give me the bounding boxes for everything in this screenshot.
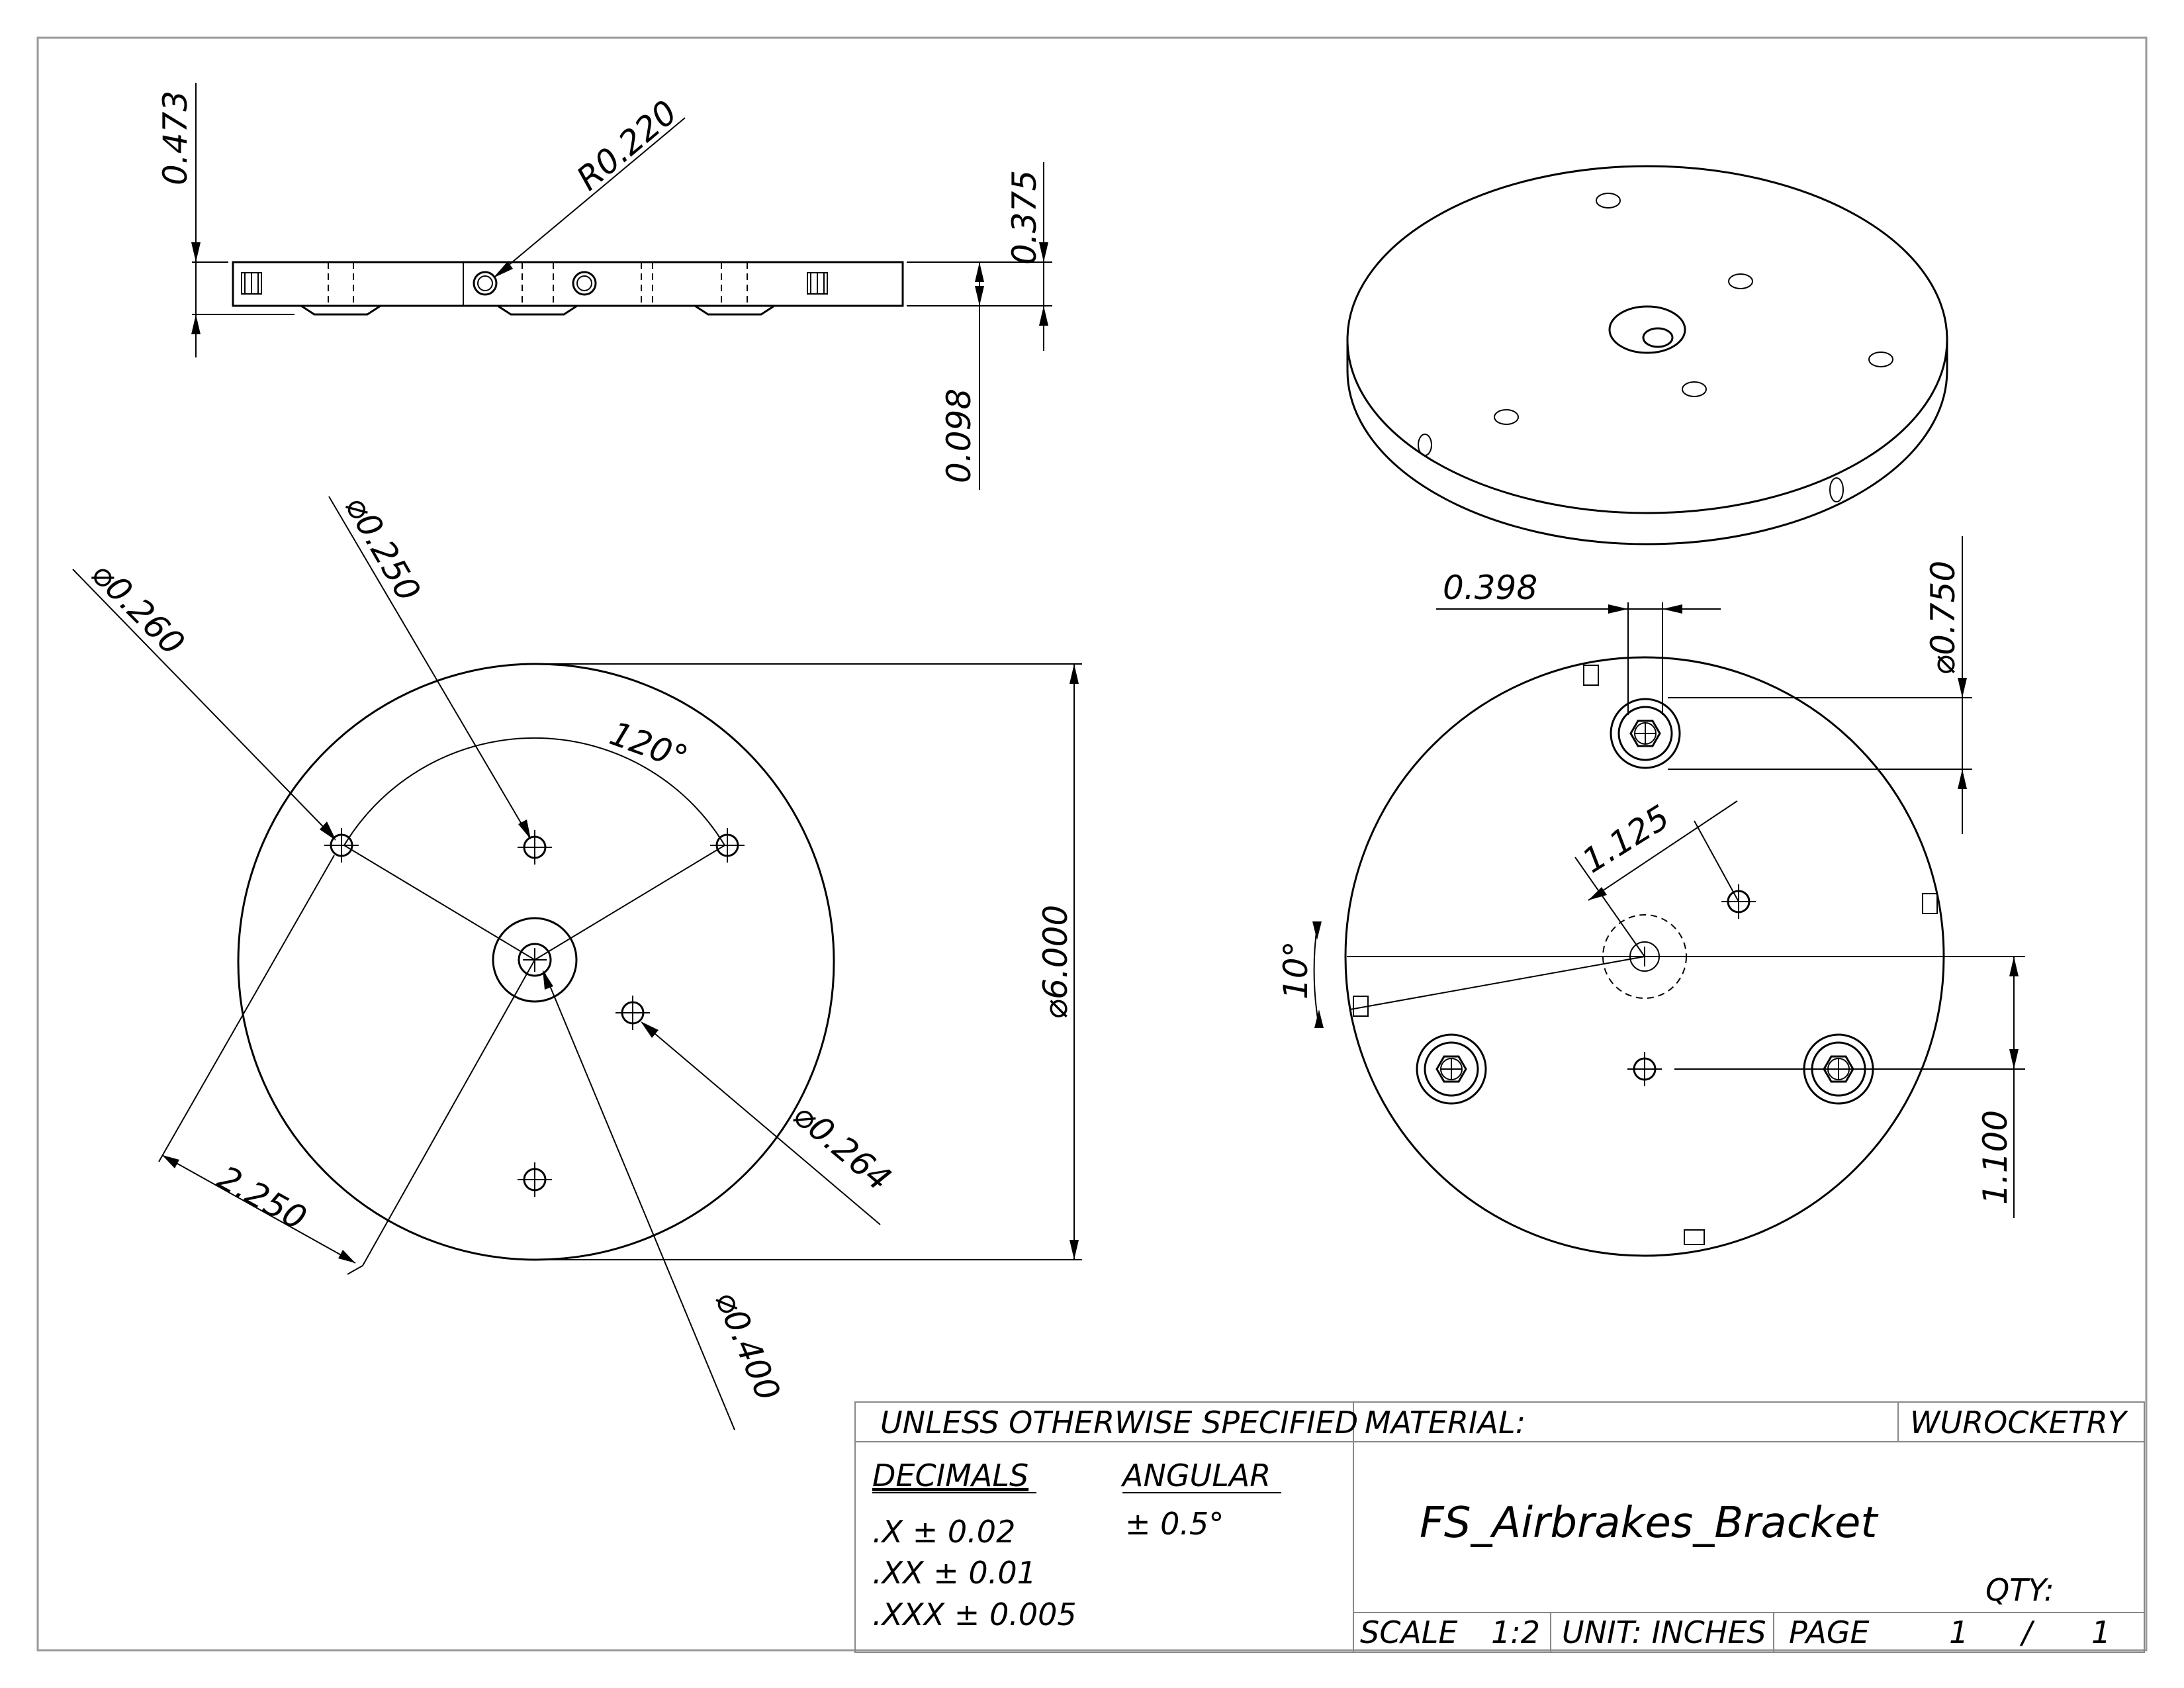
tb-unit-label: UNIT: INCHES (1562, 1615, 1766, 1650)
tb-scale-value: 1:2 (1491, 1615, 1540, 1650)
tb-page-total: 1 (2091, 1615, 2111, 1650)
dim-1125: 1.125 (1576, 798, 1676, 880)
dim-2250: 2.250 (211, 1158, 312, 1238)
sheet-border (36, 36, 2148, 1652)
front-hole-top (518, 830, 552, 865)
side-hole-r0220 (473, 271, 498, 296)
countersink-right (694, 305, 775, 316)
back-view: 0.398 ⌀0.750 1.125 10° 1.100 (1277, 536, 2025, 1257)
front-view: ⌀0.260 ⌀0.250 120° ⌀6.000 ⌀0.264 2.250 ⌀… (72, 489, 1082, 1430)
front-hole-bottom (518, 1162, 552, 1197)
front-plate-outline (237, 663, 835, 1261)
dim-0375: 0.375 (1005, 170, 1044, 265)
tb-decimals-label: DECIMALS (872, 1458, 1028, 1493)
back-hole-left (1416, 1033, 1487, 1105)
countersink-left (300, 305, 381, 316)
back-hole-small-lower (1627, 1052, 2025, 1086)
dim-1100: 1.100 (1976, 1110, 2015, 1205)
tb-page-sep: / (2019, 1615, 2035, 1650)
countersink-center (497, 305, 578, 316)
tb-part-name: FS_Airbrakes_Bracket (1420, 1499, 1879, 1548)
dim-0098: 0.098 (940, 389, 978, 483)
tb-tol-xxx: .XXX ± 0.005 (872, 1597, 1077, 1632)
dim-r0220: R0.220 (569, 93, 684, 198)
tb-page-current: 1 (1949, 1615, 1968, 1650)
dim-0400: ⌀0.400 (707, 1286, 788, 1406)
front-hole-left (324, 828, 359, 863)
tb-page-label: PAGE (1789, 1615, 1870, 1650)
tb-company: WUROCKETRY (1910, 1405, 2129, 1440)
tb-scale-label: SCALE (1360, 1615, 1457, 1650)
tb-material-label: MATERIAL: (1365, 1405, 1525, 1440)
dim-0473: 0.473 (156, 91, 195, 185)
tb-angular-label: ANGULAR (1120, 1458, 1271, 1493)
iso-top-face (1346, 165, 1948, 514)
tb-tol-angular: ± 0.5° (1125, 1506, 1224, 1542)
title-block: UNLESS OTHERWISE SPECIFIED MATERIAL: WUR… (854, 1401, 2145, 1653)
dim-10: 10° (1277, 941, 1315, 1000)
dim-6000: ⌀6.000 (1036, 905, 1075, 1019)
front-hole-right (710, 828, 745, 863)
dim-0250: ⌀0.250 (338, 489, 428, 608)
tb-tol-xx: .XX ± 0.01 (872, 1555, 1036, 1591)
dim-120: 120° (605, 714, 693, 778)
dim-0750: ⌀0.750 (1924, 561, 1962, 675)
side-plate-outline (232, 261, 904, 307)
front-hole-mid (615, 996, 650, 1030)
dim-0260: ⌀0.260 (84, 554, 193, 663)
tb-tol-x: .X ± 0.02 (872, 1514, 1015, 1550)
dim-0264: ⌀0.264 (786, 1096, 898, 1199)
isometric-view (1346, 165, 1948, 545)
front-center-hole (492, 917, 578, 1003)
tb-unless-specified: UNLESS OTHERWISE SPECIFIED (880, 1405, 1358, 1440)
side-view: 0.473 R0.220 0.375 0.098 (156, 83, 1052, 490)
dim-0398: 0.398 (1443, 569, 1537, 607)
iso-side-face (1346, 340, 1948, 545)
back-hole-top (1610, 698, 1681, 769)
tb-qty-label: QTY: (1985, 1572, 2054, 1608)
